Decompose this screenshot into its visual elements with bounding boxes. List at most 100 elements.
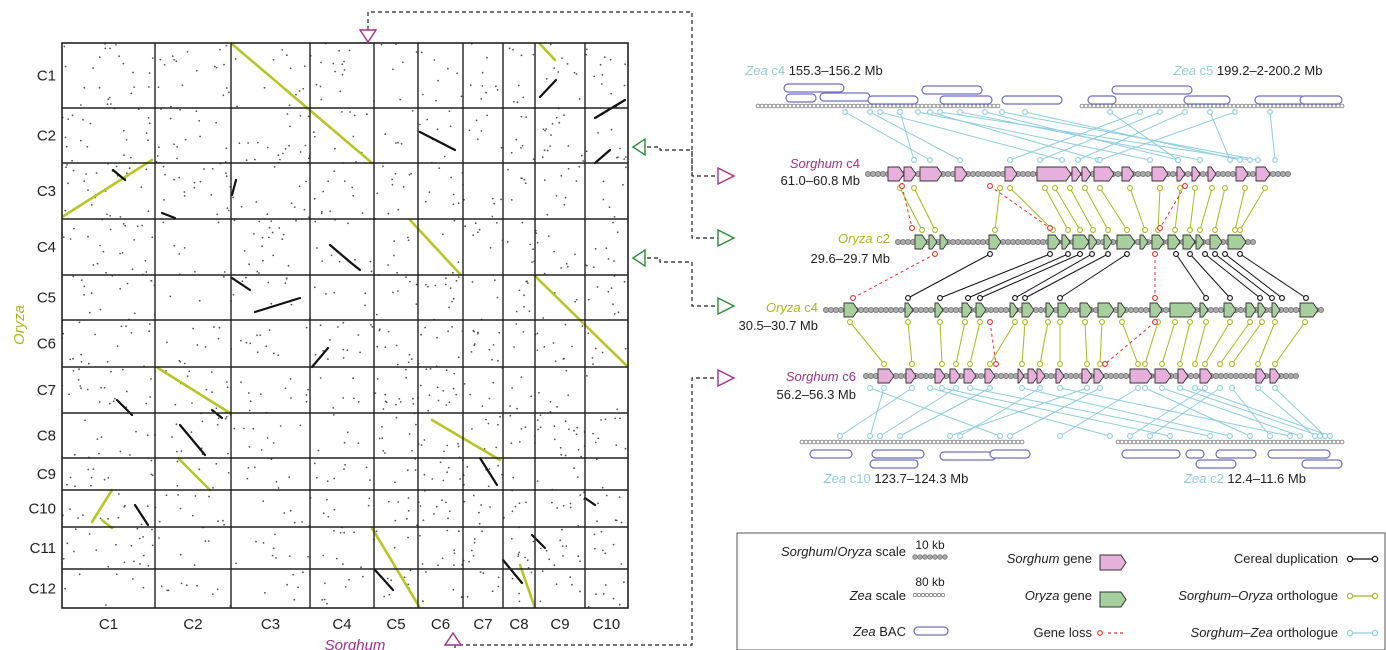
link-end	[932, 251, 938, 257]
background-dot	[517, 555, 520, 558]
track-bead	[1331, 439, 1337, 445]
oryza-c4-gene	[1045, 302, 1055, 318]
background-dot	[151, 474, 154, 477]
syntenic-diagonal	[538, 43, 557, 62]
background-dot	[148, 86, 150, 88]
background-dot	[419, 123, 421, 126]
background-dot	[397, 141, 399, 144]
track-bead	[1138, 306, 1145, 313]
connector-oryza-c4	[640, 257, 718, 307]
track-bead	[1267, 103, 1273, 109]
background-dot	[339, 531, 342, 534]
background-dot	[549, 145, 551, 148]
syntenic-diagonal	[478, 456, 499, 487]
gene-loss-link	[989, 185, 1051, 229]
background-dot	[523, 305, 525, 308]
background-dot	[95, 549, 98, 551]
track-bead	[1307, 103, 1313, 109]
background-dot	[396, 271, 398, 274]
oryza-c4-gene	[843, 302, 859, 318]
oryza-sorghum-link	[1144, 321, 1159, 365]
background-dot	[387, 212, 390, 215]
background-dot	[521, 144, 524, 147]
background-dot	[400, 143, 403, 145]
background-dot	[217, 520, 219, 523]
link-end	[1159, 385, 1165, 391]
background-dot	[600, 530, 603, 533]
background-dot	[382, 408, 385, 410]
arrow-up-sorghum-marker	[443, 631, 463, 646]
sorghum-zea-link	[869, 387, 885, 437]
track-bead	[931, 439, 937, 445]
link-end	[993, 361, 999, 367]
link-end	[1255, 157, 1261, 163]
background-dot	[577, 448, 580, 451]
background-dot	[320, 212, 323, 215]
background-dot	[166, 589, 169, 592]
background-dot	[102, 250, 105, 253]
pointer-connectors	[367, 11, 718, 648]
zea-bac	[939, 95, 993, 105]
background-dot	[457, 445, 460, 448]
background-dot	[456, 72, 458, 75]
background-dot	[326, 480, 329, 483]
arrow-left-oryza-c2-marker	[631, 137, 646, 157]
background-dot	[610, 287, 613, 289]
background-dot	[245, 159, 248, 162]
link-end	[877, 433, 883, 439]
track-bead	[863, 439, 869, 445]
background-dot	[452, 387, 455, 390]
background-dot	[84, 419, 86, 422]
syntenic-diagonal	[90, 488, 114, 524]
background-dot	[367, 504, 370, 507]
dotplot-grid	[61, 42, 629, 609]
track-bead	[1239, 103, 1245, 109]
link-end	[1322, 433, 1328, 439]
background-dot	[132, 578, 134, 580]
background-dot	[69, 358, 72, 361]
legend-cereal-duplication-label: Cereal duplication	[1234, 551, 1338, 566]
background-dot	[87, 362, 90, 365]
track-bead	[888, 306, 895, 313]
sorghum-c6-gene	[963, 368, 977, 384]
background-dot	[86, 388, 89, 391]
link-end	[1057, 319, 1063, 325]
background-dot	[576, 476, 579, 478]
background-dot	[298, 90, 301, 92]
background-dot	[364, 292, 367, 295]
background-dot	[597, 437, 600, 440]
sorghum-zea-link	[1269, 111, 1276, 161]
link-end	[1203, 295, 1209, 301]
background-dot	[415, 283, 418, 286]
track-bead	[991, 103, 997, 109]
track-bead	[1019, 439, 1025, 445]
background-dot	[524, 182, 527, 185]
sorghum-oryza-link	[1054, 187, 1081, 231]
background-dot	[266, 213, 269, 216]
background-dot	[449, 287, 452, 290]
link-end	[987, 385, 993, 391]
background-dot	[535, 232, 538, 235]
background-dot	[476, 138, 479, 141]
link-end	[1172, 227, 1178, 233]
zea-bac	[869, 459, 919, 469]
link-end	[1047, 225, 1053, 231]
track-bead	[1230, 170, 1237, 177]
link-end	[1065, 227, 1071, 233]
sorghum-zea-link	[879, 111, 1063, 161]
link-end	[1082, 319, 1088, 325]
background-dot	[436, 128, 439, 131]
background-dot	[595, 458, 598, 461]
link-end	[1255, 385, 1261, 391]
legend-sorghum-gene-swatch	[1099, 554, 1127, 571]
sorghum-c4-gene	[1036, 166, 1072, 182]
label-zea-c2: Zea c2 12.4–11.6 Mb	[1183, 471, 1306, 486]
background-dot	[327, 180, 330, 183]
background-dot	[586, 264, 588, 267]
background-dot	[109, 228, 112, 231]
background-dot	[516, 407, 518, 410]
background-dot	[129, 454, 131, 456]
link-end	[1057, 433, 1063, 439]
background-dot	[548, 558, 551, 561]
zea-bac	[1299, 95, 1343, 105]
